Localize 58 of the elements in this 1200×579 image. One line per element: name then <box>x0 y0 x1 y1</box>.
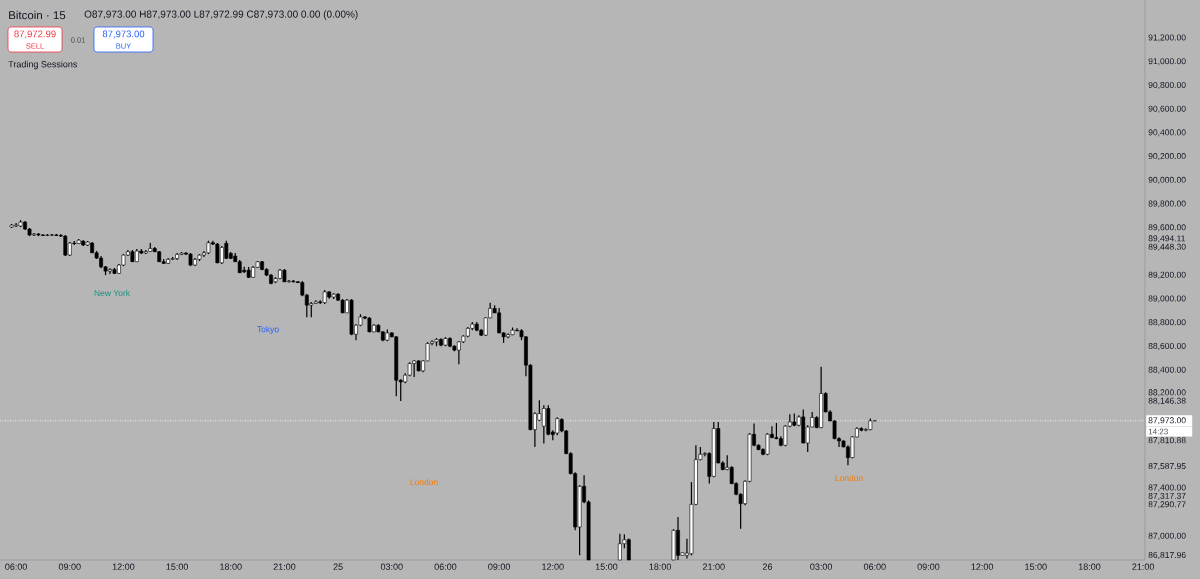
x-tick-label: 18:00 <box>1078 563 1101 570</box>
y-tick-label: 89,448.30 <box>1148 243 1186 251</box>
x-tick-label: 06:00 <box>434 563 457 570</box>
y-tick-label: 88,200.00 <box>1148 389 1186 397</box>
x-tick-label: 21:00 <box>1132 563 1155 570</box>
y-tick-label: 89,600.00 <box>1148 224 1186 232</box>
y-tick-label: 91,000.00 <box>1148 58 1186 66</box>
annotation: New York <box>94 289 131 297</box>
y-tick-label: 87,317.37 <box>1148 492 1186 500</box>
x-tick-label: 09:00 <box>58 563 81 570</box>
x-tick-label: 18:00 <box>220 563 242 570</box>
y-tick-label: 88,400.00 <box>1148 366 1186 374</box>
y-tick-label: 87,587.95 <box>1148 463 1186 471</box>
ref-line-label: 87,973.00 <box>1148 417 1186 425</box>
text: 14:23 <box>1148 428 1168 435</box>
y-tick-label: 89,494.11 <box>1148 235 1185 243</box>
y-tick-label: 88,600.00 <box>1148 342 1186 350</box>
x-tick-label: 12:00 <box>542 563 564 570</box>
x-tick-label: 18:00 <box>649 563 672 570</box>
y-tick-label: 90,400.00 <box>1148 129 1186 137</box>
y-tick-label: 88,146.38 <box>1148 397 1186 405</box>
x-tick-label: 03:00 <box>810 563 833 570</box>
y-tick-label: 91,200.00 <box>1148 34 1186 42</box>
x-tick-label: 09:00 <box>488 563 511 570</box>
text: Bitcoin · 15 <box>9 10 66 20</box>
y-tick-label: 88,800.00 <box>1148 319 1186 327</box>
y-tick-label: 87,810.88 <box>1148 437 1186 445</box>
y-tick-label: 87,400.00 <box>1148 484 1186 492</box>
annotation: London <box>410 478 438 486</box>
x-tick-label: 03:00 <box>380 563 403 570</box>
y-tick-label: 87,290.77 <box>1148 501 1186 509</box>
x-tick-label: 12:00 <box>971 563 994 570</box>
y-tick-label: 86,817.96 <box>1148 552 1186 560</box>
x-tick-label: 15:00 <box>166 563 189 570</box>
y-tick-label: 89,200.00 <box>1148 271 1186 279</box>
annotation: 87,972.99 <box>14 30 56 39</box>
x-tick-label: 15:00 <box>1025 563 1047 570</box>
y-tick-label: 89,000.00 <box>1148 295 1186 303</box>
y-tick-label: 87,000.00 <box>1148 532 1186 540</box>
annotation: Trading Sessions <box>8 60 78 70</box>
x-tick-label: 12:00 <box>112 563 135 570</box>
x-tick-label: 15:00 <box>595 563 618 570</box>
x-tick-label: 06:00 <box>5 563 28 570</box>
y-tick-label: 90,800.00 <box>1148 81 1186 89</box>
y-tick-label: 90,600.00 <box>1148 105 1186 113</box>
x-tick-label: 06:00 <box>863 563 886 570</box>
x-tick-label: 21:00 <box>702 563 725 570</box>
annotation: Tokyo <box>257 326 279 334</box>
text: O87,973.00 H87,973.00 L87,972.99 C87,973.00 0.00 (0.00%) <box>84 10 358 20</box>
y-tick-label: 89,800.00 <box>1148 200 1186 208</box>
x-tick-label: 09:00 <box>917 563 940 570</box>
x-tick-label: 26 <box>762 563 773 570</box>
annotation: London <box>835 474 863 482</box>
annotation: 87,973.00 <box>102 30 145 39</box>
y-tick-label: 90,000.00 <box>1148 176 1186 184</box>
y-tick-label: 90,200.00 <box>1148 153 1186 161</box>
x-tick-label: 21:00 <box>273 563 296 570</box>
x-tick-label: 25 <box>333 563 343 570</box>
